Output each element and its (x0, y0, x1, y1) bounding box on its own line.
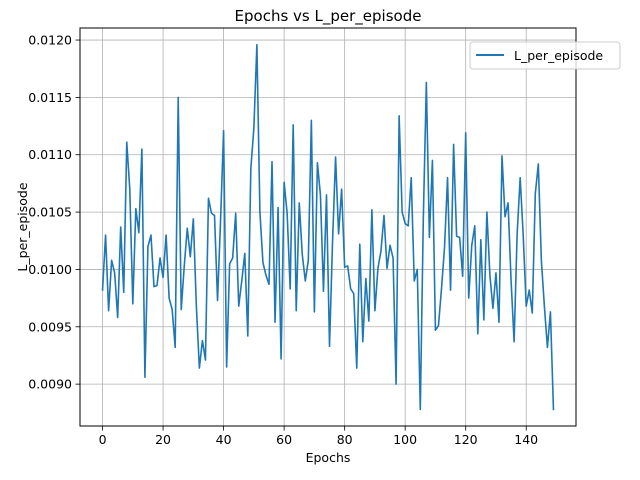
y-tick-label: 0.0090 (28, 377, 72, 392)
y-axis-label: L_per_episode (15, 182, 30, 271)
y-tick-label: 0.0095 (28, 319, 72, 334)
x-tick-label: 120 (454, 432, 478, 447)
x-tick-label: 0 (99, 432, 107, 447)
grid-lines (80, 28, 576, 426)
x-tick-label: 100 (393, 432, 417, 447)
x-axis-label: Epochs (306, 450, 351, 465)
series-layer (101, 43, 555, 411)
y-tick-label: 0.0105 (28, 205, 72, 220)
y-axis: 0.0090 0.0095 0.0100 0.0105 0.0110 0.0115 0.01… (28, 33, 80, 392)
plot-frame (79, 27, 577, 427)
y-tick-label: 0.0115 (28, 90, 72, 105)
legend-box (469, 41, 621, 70)
y-tick-label: 0.0120 (28, 33, 72, 48)
x-tick-label: 80 (337, 432, 353, 447)
y-tick-label: 0.0110 (28, 147, 72, 162)
x-tick-label: 140 (514, 432, 538, 447)
series-line (101, 43, 555, 411)
chart-title: Epochs vs L_per_episode (235, 7, 422, 26)
x-axis: 0 20 40 60 80 100 120 140 (99, 426, 538, 447)
y-tick-label: 0.0100 (28, 262, 72, 277)
x-tick-label: 20 (155, 432, 171, 447)
x-tick-label: 60 (276, 432, 292, 447)
legend-entry: L_per_episode (514, 48, 603, 63)
legend: L_per_episode (469, 41, 621, 70)
x-tick-label: 40 (216, 432, 232, 447)
